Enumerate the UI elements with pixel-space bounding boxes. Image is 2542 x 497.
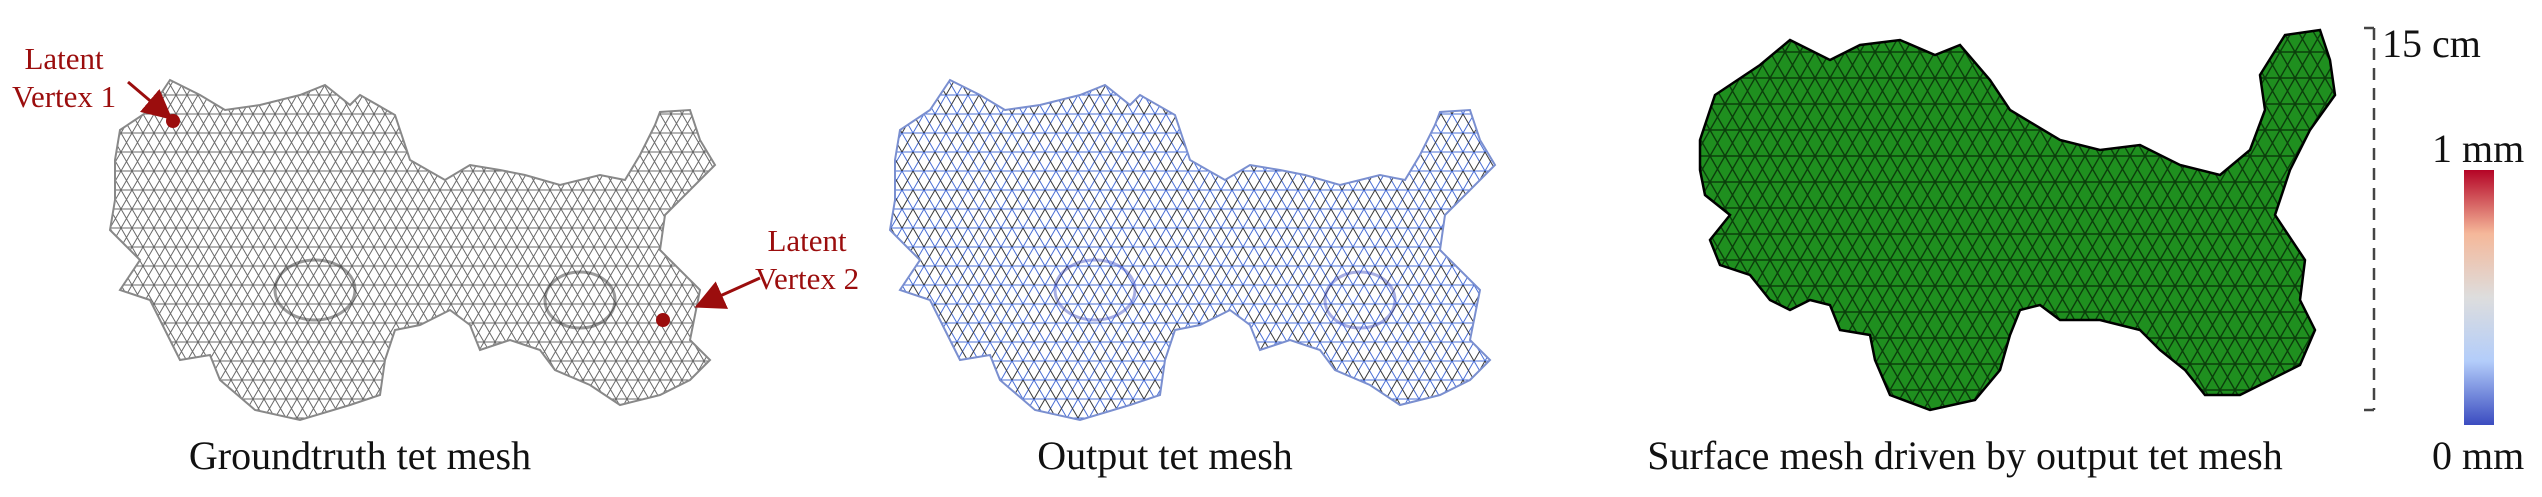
surface-caption: Surface mesh driven by output tet mesh xyxy=(1647,433,2283,478)
output-caption: Output tet mesh xyxy=(1037,433,1293,478)
colorbar xyxy=(2464,170,2494,425)
latent-vertex-2-line2: Vertex 2 xyxy=(755,261,860,296)
latent-vertex-1-line1: Latent xyxy=(24,41,104,76)
groundtruth-caption: Groundtruth tet mesh xyxy=(188,433,532,478)
latent-vertex-2-marker xyxy=(656,276,761,327)
scale-bar xyxy=(2364,26,2376,412)
output-mesh xyxy=(888,78,1497,422)
scale-bar-label: 15 cm xyxy=(2382,21,2481,66)
groundtruth-mesh xyxy=(108,78,717,422)
latent-vertex-1-line2: Vertex 1 xyxy=(12,79,117,114)
latent-vertex-2-line1: Latent xyxy=(767,223,847,258)
colorbar-max-label: 1 mm xyxy=(2432,126,2525,171)
latent-vertex-1-marker xyxy=(127,80,180,128)
latent-vertex-2-label: Latent Vertex 2 xyxy=(755,222,859,298)
surface-mesh xyxy=(1698,28,2337,412)
latent-vertex-1-label: Latent Vertex 1 xyxy=(12,40,116,116)
colorbar-min-label: 0 mm xyxy=(2432,433,2525,478)
